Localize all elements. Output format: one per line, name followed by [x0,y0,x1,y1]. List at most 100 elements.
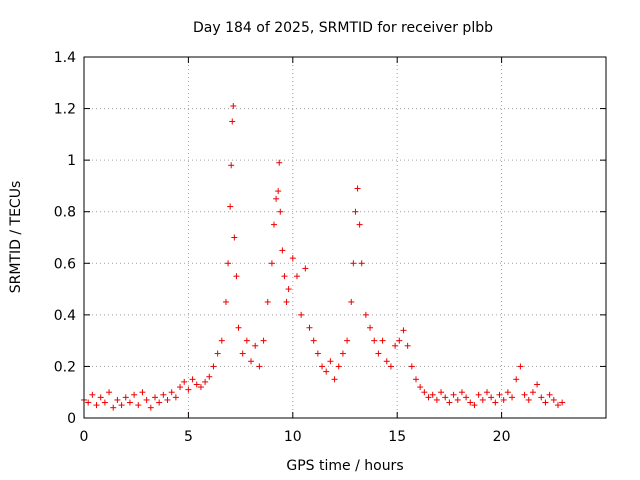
data-point [417,384,424,391]
y-tick-label: 0 [67,411,76,427]
data-point [371,337,378,344]
data-point [538,394,545,401]
data-point [139,389,146,396]
data-point [496,391,503,398]
x-tick-label: 20 [493,429,511,445]
data-point [350,260,357,267]
data-point [293,273,300,280]
data-point [302,265,309,272]
data-point [438,389,445,396]
data-point [268,260,275,267]
data-point [122,394,129,401]
data-point [396,337,403,344]
grid [84,57,606,418]
data-point [229,118,236,125]
plot-border [83,56,607,419]
y-tick-label: 0.8 [54,205,76,221]
data-point [193,381,200,388]
data-point [306,324,313,331]
y-tick-label: 1 [67,153,76,169]
data-point [275,188,282,195]
data-point [281,273,288,280]
data-point [210,363,217,370]
data-point [383,358,390,365]
data-point [339,350,346,357]
data-point [335,363,342,370]
data-point [227,203,234,210]
data-point [559,399,566,406]
data-point [168,389,175,396]
data-point [271,221,278,228]
data-point [488,394,495,401]
data-point [202,378,209,385]
data-point [479,396,486,403]
data-point [529,389,536,396]
data-point [85,399,92,406]
y-tick-label: 0.2 [54,359,76,375]
data-point [433,396,440,403]
data-point [358,260,365,267]
data-point [218,337,225,344]
y-tick-label: 0.6 [54,256,76,272]
chart-title: Day 184 of 2025, SRMTID for receiver plb… [193,20,493,36]
data-point [225,260,232,267]
data-point [513,376,520,383]
data-point [93,402,100,409]
data-point [248,358,255,365]
x-axis-title: GPS time / hours [286,458,403,474]
data-point [400,327,407,334]
data-point [475,391,482,398]
axis-ticks: 0 0.2 0.4 0.6 0.8 1 1.2 1.4 0 5 10 15 20 [54,50,606,445]
data-point [458,389,465,396]
y-tick-label: 1.4 [54,50,76,66]
data-point [310,337,317,344]
data-point [181,378,188,385]
data-point [239,350,246,357]
data-point [408,363,415,370]
data-point [450,391,457,398]
data-point [323,368,330,375]
data-point [172,394,179,401]
data-point [114,396,121,403]
data-point [283,298,290,305]
data-point [331,376,338,383]
data-point [143,396,150,403]
data-point [421,389,428,396]
data-point [446,399,453,406]
data-point [542,399,549,406]
data-point [327,358,334,365]
data-point [276,159,283,166]
data-point [235,324,242,331]
data-point [206,373,213,380]
data-point [554,402,561,409]
data-point [379,337,386,344]
x-tick-label: 5 [184,429,193,445]
data-point [392,342,399,349]
data-point [352,208,359,215]
data-point [243,337,250,344]
data-point [222,298,229,305]
data-point [354,185,361,192]
data-point [483,389,490,396]
data-point [509,394,516,401]
data-point [348,298,355,305]
data-point [256,363,263,370]
data-point [404,342,411,349]
data-point [101,399,108,406]
data-point [233,273,240,280]
plot-frame [83,56,607,419]
data-point [387,363,394,370]
data-point [467,399,474,406]
data-point [504,389,511,396]
data-point [356,221,363,228]
data-point [471,402,478,409]
data-point [110,404,117,411]
data-point [185,386,192,393]
data-point [454,396,461,403]
data-point [492,399,499,406]
data-point [214,350,221,357]
data-point [197,384,204,391]
data-points [81,102,566,411]
data-point [160,391,167,398]
